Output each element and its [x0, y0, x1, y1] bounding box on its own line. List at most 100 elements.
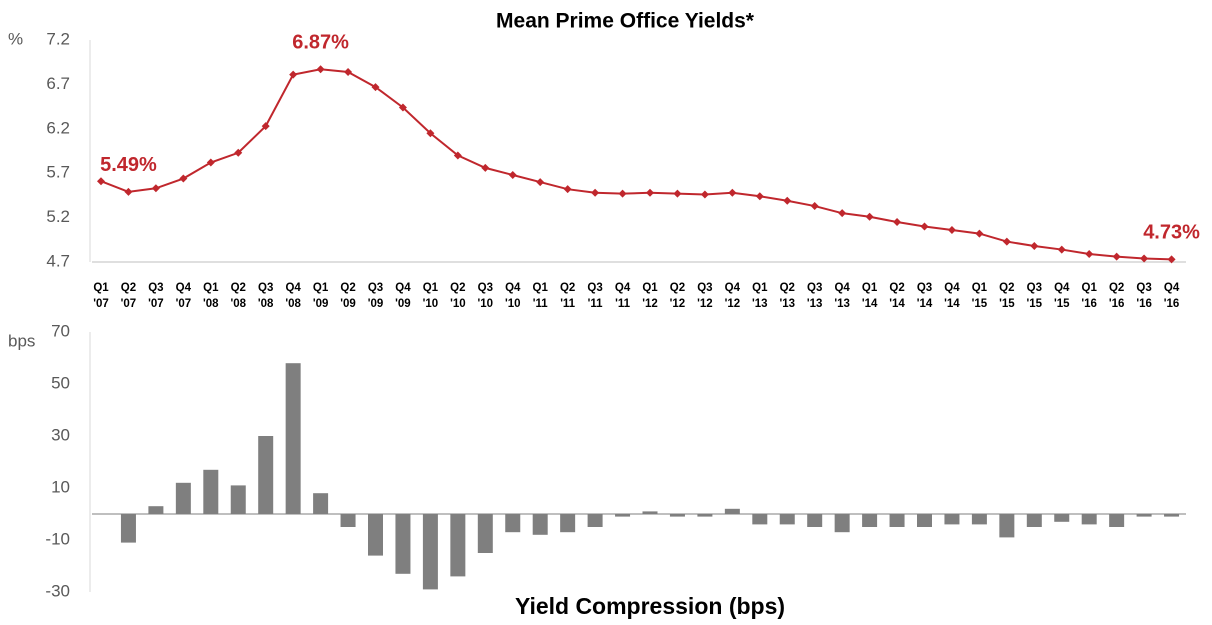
chart-title: Mean Prime Office Yields* [496, 10, 755, 33]
y-tick-label: 5.2 [46, 207, 70, 226]
x-tick-label: Q2 '11 [559, 282, 576, 310]
marker [289, 70, 298, 79]
y-tick-label: -30 [45, 581, 70, 600]
marker [838, 209, 847, 218]
marker [261, 122, 270, 131]
marker [1167, 255, 1176, 264]
y-tick-label: 7.2 [46, 29, 70, 48]
y-tick-label: 5.7 [46, 163, 70, 182]
x-tick-label: Q1 '09 [312, 282, 329, 310]
marker [206, 158, 215, 167]
x-tick-label: Q2 '15 [999, 282, 1015, 310]
y-tick-label: 70 [51, 321, 70, 340]
marker [563, 185, 572, 194]
bar [724, 508, 740, 514]
y-unit: % [8, 29, 23, 48]
bar [203, 469, 219, 514]
bar [752, 514, 768, 525]
marker [728, 188, 737, 197]
marker [371, 83, 380, 92]
marker [508, 170, 517, 179]
bar [285, 363, 301, 514]
bar [175, 482, 191, 514]
bar [889, 514, 905, 527]
bar [971, 514, 987, 525]
x-tick-label: Q4 '13 [834, 282, 850, 310]
bar [258, 436, 274, 514]
marker [700, 190, 709, 199]
bar [999, 514, 1015, 538]
marker [810, 202, 819, 211]
bar [450, 514, 466, 577]
x-tick-label: Q4 '16 [1163, 282, 1180, 310]
x-tick-label: Q1 '11 [532, 282, 548, 310]
x-tick-label: Q1 '16 [1081, 282, 1097, 310]
marker [618, 189, 627, 198]
x-tick-label: Q1 '15 [971, 282, 988, 310]
bar [1164, 514, 1180, 517]
x-tick-label: Q3 '09 [367, 282, 384, 310]
x-tick-label: Q3 '16 [1136, 282, 1152, 310]
bar [340, 514, 356, 527]
x-tick-label: Q4 '08 [285, 282, 301, 310]
y-tick-label: -10 [45, 529, 70, 548]
x-tick-label: Q3 '14 [916, 282, 933, 310]
bar [862, 514, 878, 527]
bar [560, 514, 576, 533]
bar [230, 485, 246, 514]
x-tick-label: Q2 '08 [230, 282, 247, 310]
marker [1085, 250, 1094, 259]
marker [1057, 245, 1066, 254]
x-tick-label: Q4 '12 [724, 282, 741, 310]
marker [481, 163, 490, 172]
chart-title: Yield Compression (bps) [515, 593, 785, 619]
marker [646, 188, 654, 197]
y-unit: bps [8, 331, 35, 350]
marker [1112, 252, 1121, 261]
x-tick-label: Q1 '14 [861, 282, 878, 310]
data-label: 6.87% [292, 32, 349, 54]
bar [834, 514, 850, 533]
x-tick-label: Q1 '07 [93, 282, 109, 310]
marker [865, 212, 874, 221]
bar [395, 514, 411, 574]
marker [344, 67, 353, 76]
bar [532, 514, 548, 535]
marker [673, 189, 682, 198]
data-label: 5.49% [100, 154, 157, 176]
bar [697, 514, 713, 517]
x-tick-label: Q3 '12 [697, 282, 713, 310]
bar [642, 511, 658, 514]
marker [755, 192, 764, 201]
marker [453, 151, 462, 160]
marker [1030, 242, 1039, 251]
bar [1081, 514, 1097, 525]
x-tick-label: Q2 '09 [340, 282, 356, 310]
bar [313, 493, 329, 514]
marker [893, 218, 902, 227]
x-tick-label: Q2 '13 [779, 282, 796, 310]
bar [779, 514, 795, 525]
marker [234, 148, 243, 157]
bar [1136, 514, 1152, 517]
marker [179, 174, 188, 183]
marker [947, 226, 956, 235]
x-tick-label: Q3 '11 [587, 282, 603, 310]
x-tick-label: Q2 '10 [450, 282, 466, 310]
y-tick-label: 6.2 [46, 118, 70, 137]
marker [920, 222, 929, 231]
marker [97, 177, 105, 186]
bar [669, 514, 685, 517]
x-tick-label: Q2 '12 [669, 282, 686, 310]
y-tick-label: 50 [51, 373, 70, 392]
x-tick-label: Q2 '14 [889, 282, 905, 310]
bar [587, 514, 603, 527]
data-label: 4.73% [1143, 222, 1200, 244]
x-tick-label: Q4 '14 [944, 282, 960, 310]
marker [426, 129, 435, 138]
marker [1002, 237, 1011, 246]
bar [148, 506, 164, 514]
bar [422, 514, 438, 590]
x-tick-label: Q4 '15 [1053, 282, 1070, 310]
